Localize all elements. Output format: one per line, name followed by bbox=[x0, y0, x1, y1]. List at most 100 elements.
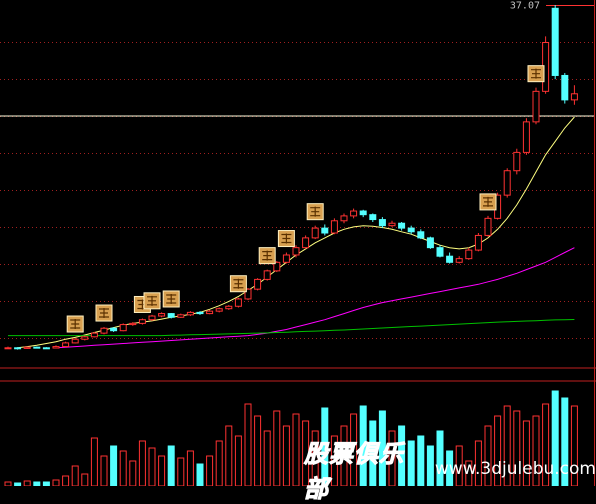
volume-bar bbox=[398, 425, 406, 486]
candle-body bbox=[81, 336, 89, 340]
candle-body bbox=[551, 7, 559, 76]
volume-bar bbox=[196, 463, 204, 486]
volume-bar bbox=[167, 445, 175, 486]
candle-body bbox=[71, 338, 79, 344]
candle-body bbox=[244, 288, 252, 300]
watermark: 股票俱乐部 www.3djulebu.com bbox=[298, 440, 596, 504]
volume-bar bbox=[71, 465, 79, 486]
signal-stamp-part bbox=[233, 278, 244, 289]
candle-body bbox=[446, 255, 454, 263]
candle-body bbox=[378, 219, 386, 227]
volume-bar bbox=[186, 450, 194, 486]
volume-bar bbox=[33, 481, 41, 486]
volume-bar bbox=[263, 430, 271, 486]
candle-body bbox=[321, 227, 329, 234]
candle-body bbox=[129, 322, 137, 326]
volume-bar bbox=[513, 410, 521, 486]
signal-stamp bbox=[258, 247, 276, 265]
candle-body bbox=[570, 93, 578, 101]
volume-bar bbox=[474, 440, 482, 486]
signal-stamp-part bbox=[70, 319, 81, 330]
volume-bar bbox=[522, 420, 530, 486]
watermark-title: 股票俱乐部 bbox=[304, 440, 404, 504]
volume-bar bbox=[446, 450, 454, 486]
candle-body bbox=[186, 311, 194, 316]
volume-bar bbox=[254, 415, 262, 486]
candle-body bbox=[398, 222, 406, 229]
ma-line bbox=[8, 319, 575, 337]
volume-bar bbox=[436, 430, 444, 486]
volume-bar bbox=[81, 473, 89, 486]
volume-bar bbox=[110, 445, 118, 486]
signal-stamp-part bbox=[531, 68, 541, 79]
candle-body bbox=[455, 258, 463, 263]
signal-stamp bbox=[306, 203, 324, 221]
volume-bar bbox=[503, 405, 511, 486]
volume-bar bbox=[90, 437, 98, 486]
background bbox=[0, 0, 596, 486]
volume-bar bbox=[273, 410, 281, 486]
high-marker-label: 37.07 bbox=[510, 1, 540, 12]
volume-bar bbox=[330, 435, 338, 486]
volume-bar bbox=[52, 479, 60, 486]
volume-bar bbox=[282, 425, 290, 486]
candle-body bbox=[484, 217, 492, 236]
signal-stamp-part bbox=[137, 299, 148, 310]
candle-body bbox=[292, 247, 300, 256]
candle-body bbox=[513, 151, 521, 172]
candle-body bbox=[100, 327, 108, 334]
candle-body bbox=[340, 215, 348, 222]
volume-bar bbox=[465, 460, 473, 486]
candle-body bbox=[119, 324, 127, 332]
candle-body bbox=[369, 214, 377, 221]
candle-body bbox=[42, 347, 50, 350]
volume-bar bbox=[23, 480, 31, 486]
volume-bar bbox=[484, 425, 492, 486]
volume-bar bbox=[14, 482, 22, 486]
volume-bar bbox=[129, 460, 137, 486]
candle-body bbox=[330, 220, 338, 234]
candle-body bbox=[177, 314, 185, 318]
candle-body bbox=[254, 278, 262, 290]
signal-stamp bbox=[527, 65, 545, 83]
volume-bar bbox=[426, 445, 434, 486]
candle-body bbox=[206, 310, 214, 315]
candle-body bbox=[273, 261, 281, 272]
candle-body bbox=[110, 327, 118, 332]
volume-bar bbox=[119, 450, 127, 486]
volume-bar bbox=[158, 455, 166, 486]
candle-body bbox=[417, 231, 425, 239]
volume-bar bbox=[302, 420, 310, 486]
candle-body bbox=[532, 90, 540, 123]
volume-bar bbox=[206, 455, 214, 486]
signal-stamp-part bbox=[483, 196, 493, 207]
signal-stamp-part bbox=[147, 295, 157, 306]
candle-body bbox=[263, 270, 271, 280]
candle-body bbox=[503, 170, 511, 196]
signal-stamp-part bbox=[310, 206, 321, 217]
candle-body bbox=[426, 237, 434, 249]
volume-bar bbox=[42, 481, 50, 486]
volume-bar bbox=[388, 430, 396, 486]
volume-bar bbox=[321, 407, 329, 486]
signal-stamp bbox=[229, 275, 247, 293]
candle-body bbox=[52, 346, 60, 349]
volume-bar bbox=[542, 403, 550, 486]
chart: 37.07 bbox=[0, 0, 596, 486]
signal-stamp bbox=[479, 193, 497, 211]
volume-bar bbox=[532, 415, 540, 486]
signal-stamp bbox=[277, 230, 295, 248]
watermark-url: www.3djulebu.com bbox=[434, 459, 596, 479]
volume-bar bbox=[570, 405, 578, 486]
candle-body bbox=[167, 313, 175, 318]
volume-bar bbox=[369, 420, 377, 486]
volume-bar bbox=[4, 481, 12, 486]
volume-bar bbox=[215, 440, 223, 486]
volume-bar bbox=[311, 430, 319, 486]
ma-line bbox=[55, 247, 575, 349]
signal-stamp bbox=[66, 315, 84, 333]
candle-body bbox=[234, 298, 242, 307]
volume-bar bbox=[225, 425, 233, 486]
volume-bar bbox=[244, 403, 252, 486]
candle-body bbox=[138, 319, 146, 324]
